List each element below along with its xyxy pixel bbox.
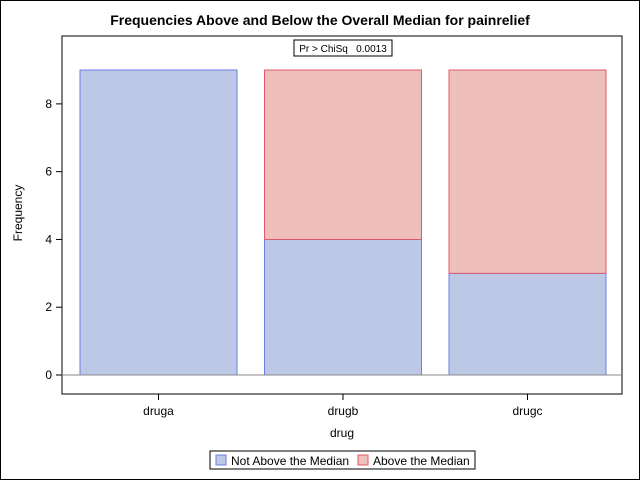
- x-axis-label: drug: [330, 426, 354, 440]
- legend-label-not-above: Not Above the Median: [231, 454, 349, 468]
- plot-area-border: [61, 35, 623, 395]
- legend-box: [209, 450, 476, 470]
- y-tick-label: 4: [45, 232, 52, 246]
- x-tick-label-druga: druga: [143, 404, 174, 418]
- y-tick-label: 6: [45, 165, 52, 179]
- y-tick-label: 8: [45, 97, 52, 111]
- pvalue-inset-text: Pr > ChiSq 0.0013: [299, 44, 387, 55]
- bar-drugb-above: [264, 69, 422, 240]
- pvalue-inset: Pr > ChiSq 0.0013: [293, 39, 393, 57]
- x-tick-label-drugc: drugc: [512, 404, 542, 418]
- bar-drugc-above: [448, 69, 607, 274]
- bar-drugc-not-above: [448, 272, 607, 376]
- legend: Not Above the Median Above the Median: [209, 450, 476, 470]
- y-axis-label: Frequency: [11, 185, 25, 242]
- y-axis: 0 2 4 6 8: [45, 97, 622, 382]
- x-axis: druga drugb drugc: [143, 394, 543, 418]
- y-tick-label: 0: [45, 368, 52, 382]
- legend-swatch-not-above: [215, 454, 227, 466]
- legend-label-above: Above the Median: [373, 454, 470, 468]
- bar-drugb-not-above: [264, 238, 422, 376]
- chart-title: Frequencies Above and Below the Overall …: [110, 12, 530, 28]
- y-tick-label: 2: [45, 300, 52, 314]
- x-tick-label-drugb: drugb: [328, 404, 359, 418]
- legend-swatch-above: [357, 454, 369, 466]
- bars-layer: [79, 69, 607, 376]
- pvalue-inset-box: [293, 39, 393, 57]
- bar-druga-not-above: [79, 69, 238, 376]
